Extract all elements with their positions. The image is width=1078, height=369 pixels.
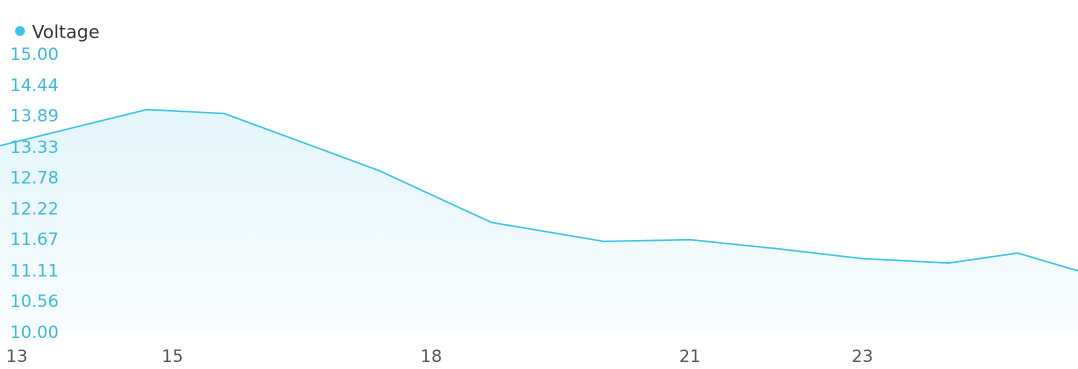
y-tick-label: 10.56 [10,292,59,312]
legend: Voltage [15,22,100,43]
y-tick-label: 11.11 [10,261,59,281]
y-tick-label: 11.67 [10,230,59,250]
voltage-series-line [0,108,1078,272]
area-layer [0,109,1078,332]
legend-marker [15,26,25,36]
x-tick-label: 21 [679,347,701,367]
legend-label: Voltage [32,22,100,43]
y-axis-ticks: 15.00 14.44 13.89 13.33 12.78 12.22 11.67 11.11… [10,45,59,343]
y-tick-label: 12.78 [10,168,59,188]
y-tick-label: 12.22 [10,200,59,220]
x-tick-label: 23 [852,347,874,367]
y-tick-label: 15.00 [10,45,59,65]
y-tick-label: 13.33 [10,138,59,158]
x-tick-label: 18 [420,347,442,367]
x-axis-ticks: 13 15 18 21 23 [6,347,873,367]
x-tick-label: 15 [162,347,184,367]
x-tick-label: 13 [6,347,28,367]
voltage-area [0,109,1078,332]
y-tick-label: 13.89 [10,107,59,127]
y-tick-label: 10.00 [10,323,59,343]
y-tick-label: 14.44 [10,76,59,96]
line-layer [0,108,1078,272]
